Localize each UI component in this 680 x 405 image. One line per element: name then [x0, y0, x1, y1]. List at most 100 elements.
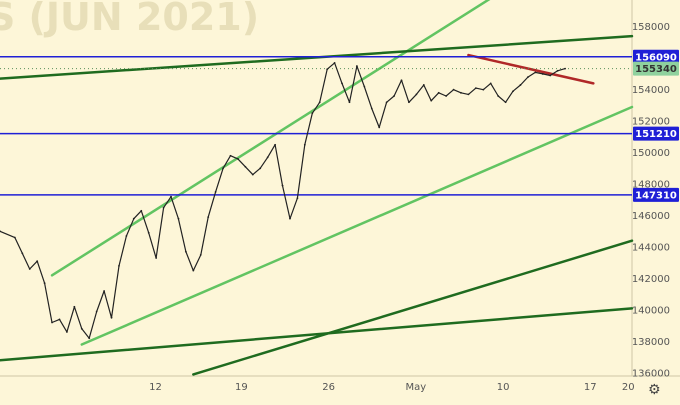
price-point — [363, 85, 366, 88]
price-point — [274, 143, 277, 146]
price-point — [207, 216, 210, 219]
price-point — [393, 95, 395, 97]
price-point — [125, 235, 128, 237]
price-point — [296, 197, 299, 200]
price-point — [118, 264, 120, 267]
price-point — [303, 143, 306, 146]
price-point — [333, 62, 336, 64]
y-tick-label: 136000 — [632, 368, 670, 379]
price-point — [43, 282, 46, 285]
x-tick-label: 19 — [235, 382, 248, 393]
price-point — [155, 257, 158, 259]
price-point — [497, 95, 500, 97]
price-point — [311, 112, 314, 115]
price-point — [229, 154, 232, 157]
y-tick-label: 150000 — [632, 148, 670, 159]
price-point — [66, 331, 68, 333]
price-point — [512, 90, 514, 93]
price-point — [474, 87, 477, 90]
y-tick-label: 138000 — [632, 337, 670, 348]
price-point — [214, 191, 217, 193]
price-point — [58, 318, 61, 321]
price-point — [21, 252, 24, 255]
price-point — [199, 253, 202, 256]
price-point — [266, 156, 269, 159]
price-badge-label: 156090 — [635, 52, 677, 63]
price-series-layer — [0, 62, 566, 340]
price-series-line — [0, 62, 566, 339]
price-point — [437, 91, 440, 94]
price-point — [460, 91, 462, 94]
price-point — [378, 126, 381, 129]
x-tick-label: May — [406, 382, 427, 393]
price-badge-147310 — [633, 187, 679, 202]
price-badge-label: 151210 — [635, 129, 677, 140]
price-point — [110, 316, 113, 319]
price-point — [281, 184, 284, 187]
x-tick-label: 10 — [497, 382, 510, 393]
price-point — [192, 269, 195, 272]
price-point — [88, 337, 91, 340]
price-point — [0, 230, 1, 233]
price-point — [170, 195, 172, 198]
trendline-4 — [0, 307, 634, 362]
price-point — [318, 101, 321, 104]
price-badges: 156090 151210 147310 155340 — [633, 49, 679, 202]
price-point — [147, 231, 150, 234]
price-point — [341, 82, 343, 85]
price-badge-151210 — [633, 126, 679, 141]
price-point — [482, 88, 485, 91]
price-point — [184, 250, 187, 253]
price-point — [259, 167, 262, 170]
price-point — [251, 173, 254, 176]
price-point — [564, 67, 566, 70]
price-point — [370, 107, 373, 110]
price-point — [36, 260, 39, 263]
price-point — [430, 99, 433, 102]
price-point — [73, 305, 76, 308]
price-point — [80, 327, 83, 330]
price-point — [103, 290, 105, 292]
x-tick-label: 20 — [622, 382, 635, 393]
price-point — [237, 157, 239, 160]
price-point — [326, 68, 329, 71]
price-point — [13, 236, 16, 239]
price-point — [549, 74, 552, 77]
price-point — [28, 268, 31, 270]
y-tick-label: 146000 — [632, 211, 670, 222]
x-tick-label: 26 — [322, 382, 335, 393]
gear-icon[interactable]: ⚙ — [648, 382, 661, 398]
price-point — [534, 71, 537, 74]
price-point — [527, 76, 529, 78]
price-point — [132, 217, 135, 220]
price-badge-label: 155340 — [635, 64, 677, 75]
price-point — [422, 84, 425, 86]
price-point — [415, 93, 418, 96]
trendline-2 — [80, 105, 634, 346]
price-point — [541, 73, 544, 75]
x-tick-label: 17 — [584, 382, 597, 393]
y-tick-label: 152000 — [632, 117, 670, 128]
price-point — [177, 217, 180, 220]
price-point — [556, 69, 559, 72]
y-axis: 136000 138000 140000 142000 144000 146000 1480… — [632, 22, 670, 379]
price-point — [467, 93, 470, 96]
price-point — [408, 101, 410, 104]
price-point — [244, 165, 247, 168]
price-point — [452, 88, 455, 91]
price-point — [489, 82, 492, 85]
horizontal-level-layer — [0, 56, 632, 196]
price-point — [445, 95, 448, 97]
y-tick-label: 158000 — [632, 22, 670, 33]
y-tick-label: 142000 — [632, 274, 670, 285]
price-point — [162, 206, 165, 209]
price-point — [519, 84, 522, 86]
price-badge-156090 — [633, 49, 679, 64]
price-badge-label: 147310 — [635, 190, 677, 201]
price-badge-155340 — [633, 61, 679, 76]
price-point — [289, 217, 291, 220]
chart-title: ES (JUN 2021) — [0, 0, 259, 39]
